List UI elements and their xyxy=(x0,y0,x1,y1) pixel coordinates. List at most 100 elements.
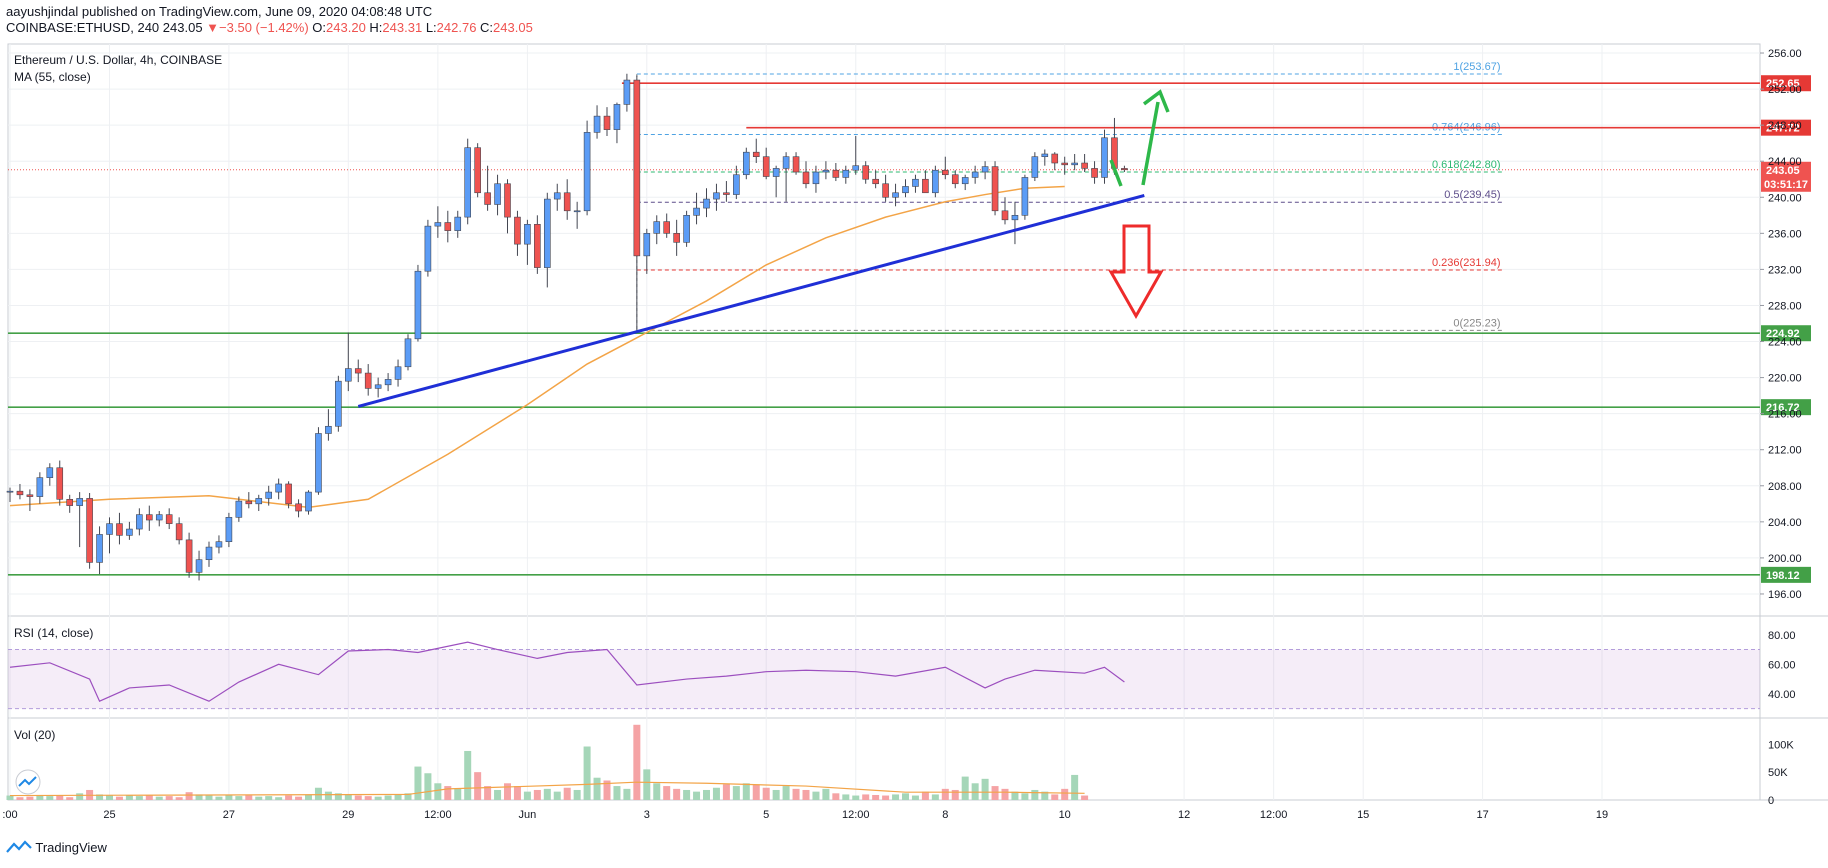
candle-body xyxy=(673,233,680,243)
volume-bar xyxy=(1021,793,1029,800)
author-name[interactable]: aayushjindal xyxy=(6,4,79,19)
candle-body xyxy=(872,178,879,185)
candle-body xyxy=(1011,215,1019,221)
candle-body xyxy=(86,498,93,563)
volume-bar xyxy=(106,795,113,800)
candle-body xyxy=(932,169,939,194)
volume-bar xyxy=(185,792,193,800)
candle-body xyxy=(325,425,332,434)
last-price-value: 243.05 xyxy=(162,20,203,35)
time-tick-label: 12:00 xyxy=(842,809,870,821)
change-value: −3.50 (−1.42%) xyxy=(219,20,309,35)
main-pane-title: Ethereum / U.S. Dollar, 4h, COINBASE xyxy=(14,53,222,67)
candle-body xyxy=(583,132,591,212)
candle-body xyxy=(882,183,889,198)
candle-body xyxy=(46,467,54,478)
volume-bar xyxy=(235,796,243,800)
candle-body xyxy=(563,192,571,212)
volume-bar xyxy=(553,791,561,800)
time-tick-label: 12 xyxy=(1178,809,1190,821)
volume-bar xyxy=(722,784,730,800)
price-tick-label: 224.00 xyxy=(1768,337,1802,349)
candle-body xyxy=(822,169,830,173)
vol-tick-label: 50K xyxy=(1768,767,1788,779)
volume-bar xyxy=(1031,789,1039,800)
candle-body xyxy=(922,178,929,194)
level-price-tag xyxy=(1761,325,1811,342)
volume-bar xyxy=(56,795,64,800)
volume-bar xyxy=(145,795,153,800)
candle-body xyxy=(335,380,342,427)
volume-bar xyxy=(76,793,84,800)
candle-body xyxy=(951,174,959,185)
price-tick-label: 252.00 xyxy=(1768,84,1802,96)
candle-body xyxy=(693,207,700,216)
ascending-trendline xyxy=(357,194,1145,408)
volume-bar xyxy=(613,786,621,800)
fib-level-label: 1(253.67) xyxy=(1453,61,1500,73)
volume-bar xyxy=(683,789,691,800)
level-price-label: 216.72 xyxy=(1766,402,1800,414)
ma-55-line xyxy=(9,185,1065,509)
volume-bar xyxy=(772,789,780,800)
candle-body xyxy=(146,514,153,521)
time-tick-label: 29 xyxy=(342,809,354,821)
candle-body xyxy=(26,494,34,497)
time-tick-label: 3 xyxy=(644,809,650,821)
price-tick-label: 212.00 xyxy=(1768,445,1802,457)
rsi-band xyxy=(8,649,1760,709)
volume-bar xyxy=(474,772,482,800)
volume-bar xyxy=(673,788,681,800)
green-arrow-tick xyxy=(1109,159,1123,187)
candle-body xyxy=(902,186,909,194)
candle-body xyxy=(573,210,581,213)
candle-body xyxy=(285,483,292,505)
open-value: 243.20 xyxy=(326,20,366,35)
candle-body xyxy=(623,79,631,105)
candle-body xyxy=(703,198,710,209)
level-price-label: 247.72 xyxy=(1766,123,1800,135)
candle-body xyxy=(1021,177,1029,216)
fib-level-label: 0(225.23) xyxy=(1453,317,1500,329)
candles xyxy=(6,73,1128,581)
volume-bar xyxy=(394,794,402,800)
candle-body xyxy=(792,156,800,173)
price-tick-label: 248.00 xyxy=(1768,120,1802,132)
volume-bar xyxy=(454,788,462,800)
candle-body xyxy=(245,500,253,505)
candle-body xyxy=(1041,153,1049,157)
volume-bar xyxy=(931,794,939,800)
candle-body xyxy=(434,222,442,227)
trendline xyxy=(357,194,1145,408)
volume-bar xyxy=(135,796,143,800)
volume-bar xyxy=(902,793,909,800)
candle-body xyxy=(354,368,362,374)
volume-bar xyxy=(951,789,959,800)
high-label: H: xyxy=(369,20,383,35)
green-up-arrow-head xyxy=(1142,89,1170,113)
candle-body xyxy=(175,523,183,541)
candle-body xyxy=(16,490,24,496)
candle-body xyxy=(305,491,312,512)
time-tick-label: 12:00 xyxy=(424,809,452,821)
candle-body xyxy=(106,523,113,535)
volume-bar xyxy=(792,788,800,800)
red-down-arrow xyxy=(1108,224,1164,320)
candle-body xyxy=(195,559,203,573)
volume-bar xyxy=(543,788,551,800)
candle-body xyxy=(812,171,820,185)
candle-body xyxy=(1051,153,1059,164)
candle-body xyxy=(384,379,392,386)
candle-body xyxy=(1101,137,1108,178)
volume-bar xyxy=(703,789,710,800)
tradingview-brand[interactable]: TradingView xyxy=(6,840,107,855)
price-tick-label: 208.00 xyxy=(1768,481,1802,493)
last-price-tag xyxy=(1761,161,1811,192)
publish-line: aayushjindal published on TradingView.co… xyxy=(6,4,533,20)
volume-bar xyxy=(285,795,293,800)
volume-bar xyxy=(225,794,233,800)
candle-body xyxy=(683,215,690,243)
candle-body xyxy=(1121,168,1128,171)
candle-body xyxy=(394,366,402,380)
